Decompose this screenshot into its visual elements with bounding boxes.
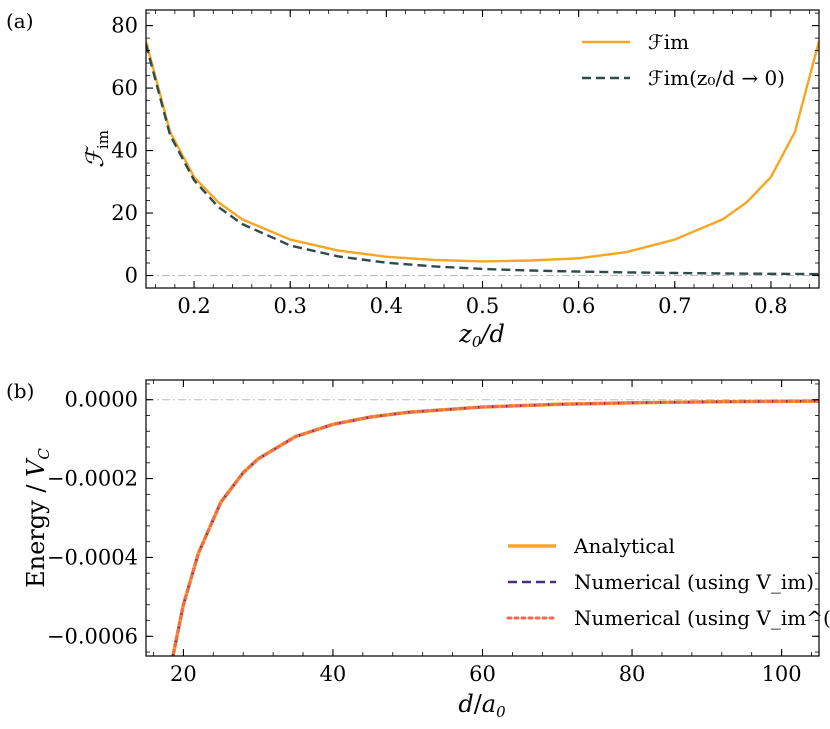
panel-a-ylabel: ℱim (81, 130, 112, 168)
x-tick-label: 100 (762, 662, 802, 686)
y-tick-label: 0 (125, 264, 138, 288)
panel-a-xlabel: z0/d (458, 320, 505, 351)
panel-b: (b) 20 40 60 80 100 0.0000 −0.0002 −0.0004 −0.00… (6, 379, 830, 721)
y-tick-label: 80 (111, 14, 138, 38)
y-tick-label: −0.0004 (47, 545, 138, 569)
legend-label: ℱim(z₀/d → 0) (648, 66, 785, 90)
panel-a-frame (145, 9, 820, 289)
legend-label: Numerical (using V_im^(2)) (574, 606, 830, 630)
x-tick-label: 40 (320, 662, 347, 686)
legend-label: ℱim (648, 30, 689, 54)
series-line-1 (146, 44, 819, 276)
panel-b-ticks: 20 40 60 80 100 0.0000 −0.0002 −0.0004 −0.0006 (47, 380, 819, 686)
x-tick-label: 20 (170, 662, 197, 686)
x-tick-label: 0.7 (658, 294, 691, 318)
legend-label: Numerical (using V_im) (574, 570, 814, 594)
series-line-0 (146, 40, 819, 263)
panel-b-label: (b) (6, 379, 34, 403)
panel-b-xlabel: d/a0 (458, 690, 506, 721)
panel-a-legend: ℱim ℱim(z₀/d → 0) (582, 30, 785, 90)
x-tick-label: 0.6 (562, 294, 595, 318)
panel-a-ticks: 0.2 0.3 0.4 0.5 0.6 0.7 0.8 0 20 40 60 80 (111, 10, 819, 318)
x-tick-label: 0.2 (177, 294, 210, 318)
y-tick-label: −0.0002 (47, 467, 138, 491)
series-line-2 (171, 399, 819, 656)
panel-a-label: (a) (6, 9, 34, 33)
panel-a-series (146, 40, 819, 276)
y-tick-label: 0.0000 (65, 388, 138, 412)
panel-b-series (171, 399, 819, 656)
legend-label: Analytical (573, 534, 675, 558)
x-tick-label: 0.4 (370, 294, 403, 318)
x-tick-label: 0.3 (274, 294, 307, 318)
y-tick-label: 40 (111, 139, 138, 163)
x-tick-label: 80 (619, 662, 646, 686)
x-tick-label: 60 (469, 662, 496, 686)
y-tick-label: 60 (111, 76, 138, 100)
x-tick-label: 0.5 (466, 294, 499, 318)
panel-b-legend: Analytical Numerical (using V_im) Numerica… (506, 534, 830, 630)
panel-b-ylabel: Energy / VC (22, 448, 53, 588)
y-tick-label: 20 (111, 201, 138, 225)
x-tick-label: 0.8 (754, 294, 787, 318)
y-tick-label: −0.0006 (47, 624, 138, 648)
